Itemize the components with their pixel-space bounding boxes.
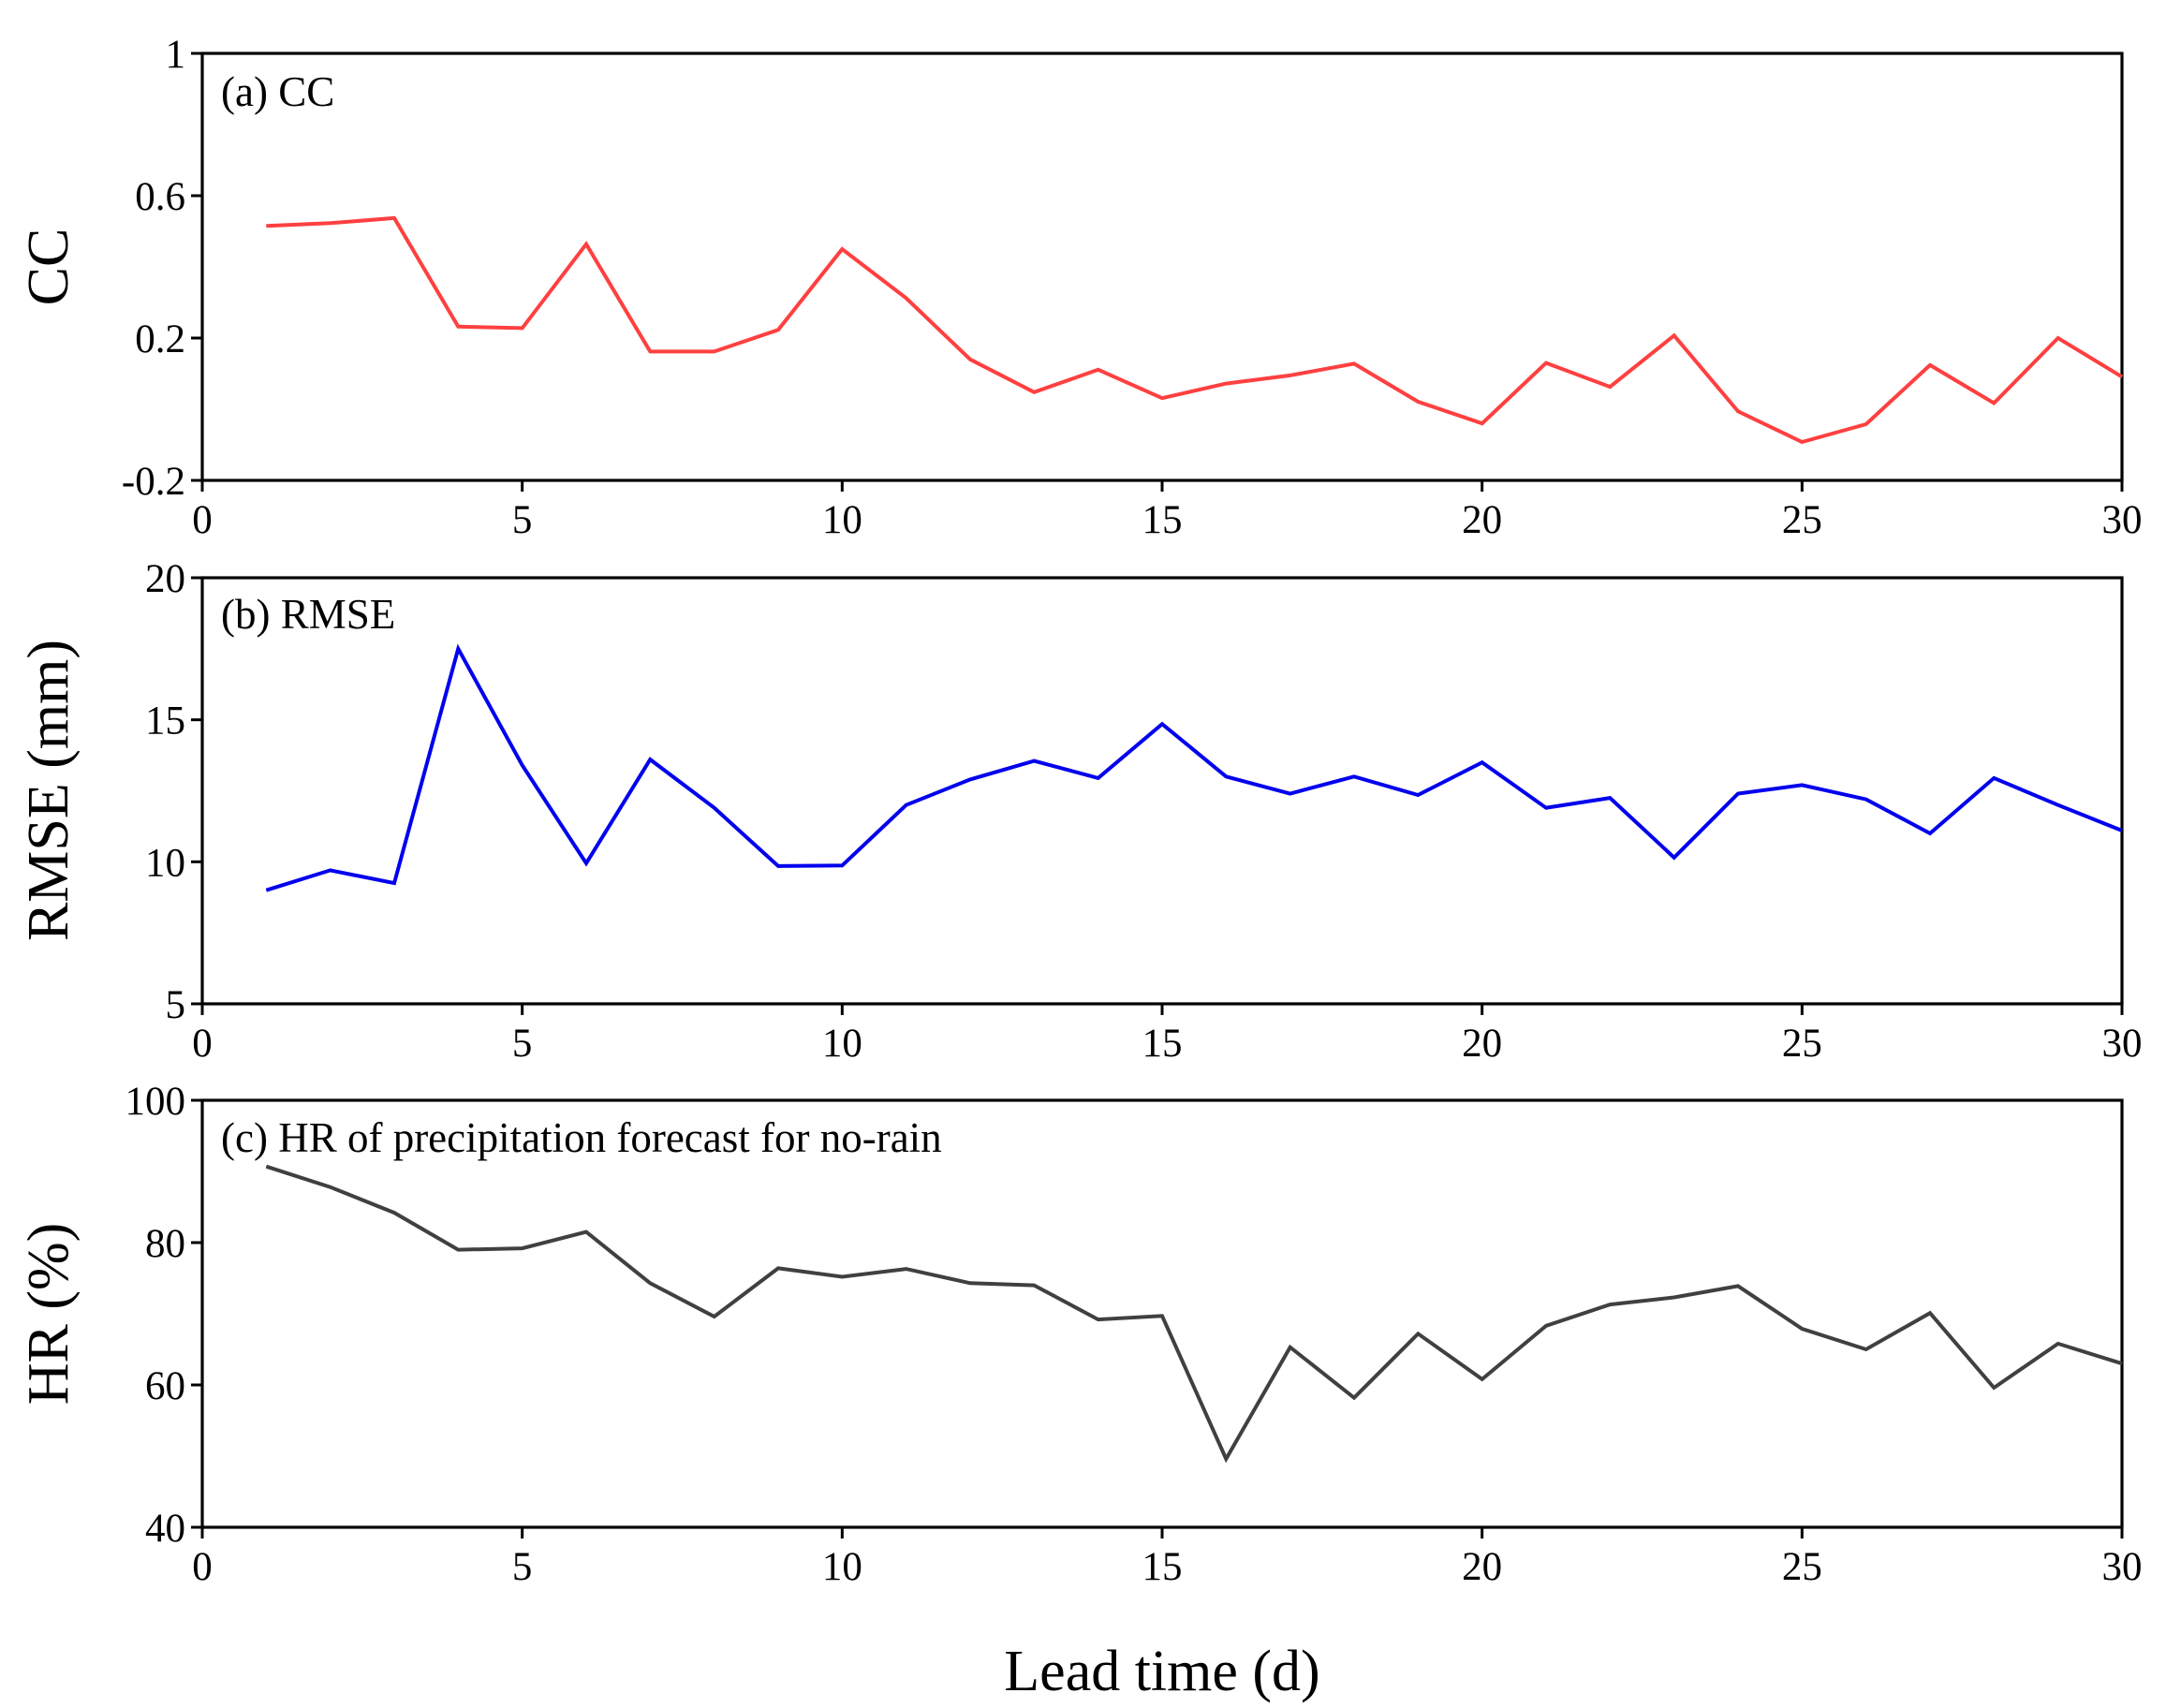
panel-b-x-tick-label: 15: [1142, 1022, 1183, 1066]
panel-b-x-tick-label: 20: [1462, 1022, 1502, 1066]
panel-b-y-axis-title: RMSE (mm): [17, 640, 81, 941]
panel-c-y-tick-label: 60: [145, 1364, 185, 1408]
panel-b-y-tick-label: 20: [145, 557, 185, 601]
panel-a-axes-frame: [200, 52, 2124, 482]
panel-c-y-tick-label: 40: [145, 1507, 185, 1551]
panel-a-x-tick-label: 10: [822, 498, 862, 542]
panel-b-x-tick-label: 10: [822, 1022, 862, 1066]
panel-b-x-tick-label: 25: [1782, 1022, 1822, 1066]
panel-c-x-tick-label: 20: [1462, 1545, 1502, 1589]
panel-a-x-tick-label: 25: [1782, 498, 1822, 542]
panel-c-x-tick-label: 0: [192, 1545, 213, 1589]
panel-a-y-tick-label: 1: [166, 33, 186, 77]
panel-c-x-tick-label: 15: [1142, 1545, 1183, 1589]
panel-b-y-tick-label: 15: [145, 699, 185, 744]
panel-b-x-tick-label: 0: [192, 1022, 213, 1066]
panel-c-y-tick-label: 80: [145, 1222, 185, 1266]
panel-a-x-tick-label: 30: [2102, 498, 2143, 542]
panel-a-cc: (a) CC CC 0 5 10 15 20 25 30 -0.2 0.2 0.6 1: [17, 33, 2143, 542]
panel-a-y-axis-title: CC: [17, 228, 81, 306]
panel-b-label: (b) RMSE: [221, 591, 395, 638]
panel-a-label: (a) CC: [221, 68, 334, 115]
panel-c-y-axis-title: HR (%): [17, 1223, 81, 1406]
panel-c-axes-frame: [200, 1098, 2124, 1529]
panel-c-series-line: [265, 1164, 2123, 1464]
x-axis-title: Lead time (d): [1004, 1640, 1319, 1703]
panel-c-x-tick-label: 10: [822, 1545, 862, 1589]
panel-a-series-line: [266, 215, 2124, 445]
panel-a-x-tick-label: 20: [1462, 498, 1502, 542]
panel-a-y-tick-label: 0.6: [135, 175, 185, 219]
panel-b-series-line: [265, 643, 2123, 892]
panel-c-x-tick-label: 25: [1782, 1545, 1822, 1589]
panel-a-x-tick-label: 0: [192, 498, 213, 542]
panel-b-y-tick-label: 5: [166, 983, 186, 1027]
panel-b-x-tick-label: 30: [2102, 1022, 2143, 1066]
panel-a-x-tick-label: 5: [512, 498, 533, 542]
panel-b-x-tick-label: 5: [512, 1022, 533, 1066]
panel-c-label: (c) HR of precipitation forecast for no-…: [221, 1114, 942, 1161]
panel-a-x-tick-label: 15: [1142, 498, 1183, 542]
panel-c-x-tick-label: 30: [2102, 1545, 2143, 1589]
panel-c-x-tick-label: 5: [512, 1545, 533, 1589]
panel-c-hr: (c) HR of precipitation forecast for no-…: [17, 1080, 2143, 1589]
panel-a-y-tick-label: 0.2: [135, 317, 185, 361]
panel-c-y-tick-label: 100: [125, 1080, 186, 1124]
panel-a-y-tick-label: -0.2: [122, 460, 185, 504]
panel-b-y-tick-label: 10: [145, 841, 185, 885]
